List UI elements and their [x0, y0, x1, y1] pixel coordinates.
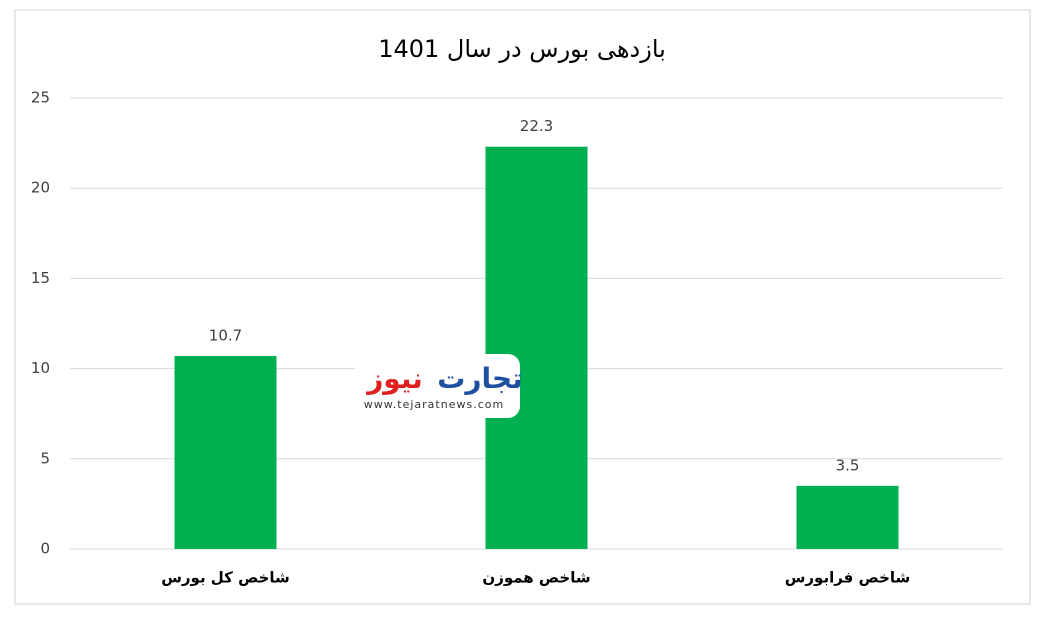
watermark-logo: تجارت: [437, 362, 522, 395]
bar: [796, 485, 899, 549]
y-tick-label: 25: [31, 89, 50, 107]
watermark-url: www.tejaratnews.com: [364, 398, 504, 411]
y-tick-label: 20: [31, 179, 50, 197]
x-tick-label: شاخص هموزن: [482, 569, 590, 587]
value-label: 3.5: [836, 456, 860, 474]
x-tick-label: شاخص کل بورس: [161, 569, 290, 587]
y-tick-label: 5: [40, 449, 50, 467]
watermark-logo: نیوز: [365, 362, 423, 395]
bar: [485, 146, 588, 549]
watermark-box: [355, 354, 520, 418]
value-label: 10.7: [209, 326, 242, 344]
watermark: تجارت نیوز www.tejaratnews.com: [355, 354, 523, 418]
x-tick-label: شاخص فرابورس: [785, 569, 911, 587]
plot-area: 0 5 10 15 20 25 10.7 شاخص کل بورس 22.3 شاخص هموزن…: [31, 89, 1003, 587]
value-label: 22.3: [520, 117, 553, 135]
y-tick-label: 10: [31, 359, 50, 377]
bar: [174, 355, 277, 549]
y-tick-label: 15: [31, 269, 50, 287]
y-tick-label: 0: [40, 540, 50, 558]
chart-title: بازدهی بورس در سال 1401: [378, 35, 666, 63]
